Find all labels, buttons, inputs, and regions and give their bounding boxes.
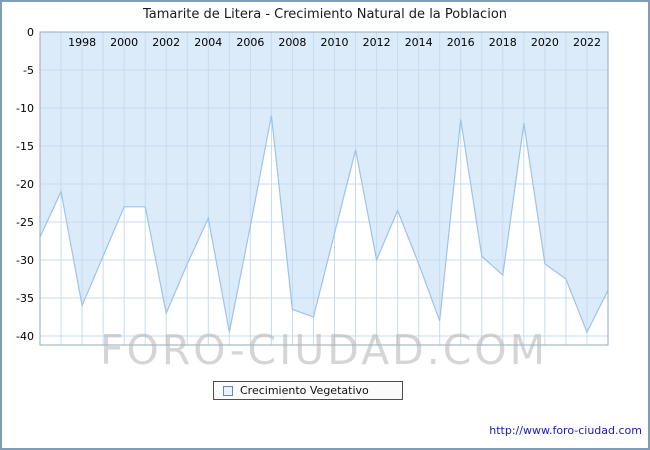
plot-border xyxy=(39,31,609,346)
x-tick-label: 2016 xyxy=(447,36,475,49)
x-tick-label: 2006 xyxy=(236,36,264,49)
chart-title: Tamarite de Litera - Crecimiento Natural… xyxy=(142,7,508,22)
x-tick-label: 2018 xyxy=(489,36,517,49)
x-tick-label: 2014 xyxy=(405,36,433,49)
footer-url[interactable]: http://www.foro-ciudad.com xyxy=(489,424,642,437)
y-tick-label: -40 xyxy=(16,330,34,343)
series-line xyxy=(39,115,609,334)
x-tick-label: 2020 xyxy=(531,36,559,49)
legend-swatch-icon xyxy=(223,385,233,396)
legend-label: Crecimiento Vegetativo xyxy=(240,384,369,397)
x-tick-label: 2012 xyxy=(363,36,391,49)
y-tick-label: -5 xyxy=(23,64,34,77)
x-tick-label: 2022 xyxy=(573,36,601,49)
y-tick-label: 0 xyxy=(27,26,34,39)
x-tick-label: 2008 xyxy=(278,36,306,49)
x-tick-label: 2002 xyxy=(152,36,180,49)
legend: Crecimiento Vegetativo xyxy=(213,381,403,400)
x-tick-label: 1998 xyxy=(68,36,96,49)
x-tick-label: 2010 xyxy=(321,36,349,49)
y-tick-label: -30 xyxy=(16,254,34,267)
y-tick-label: -25 xyxy=(16,216,34,229)
y-tick-label: -20 xyxy=(16,178,34,191)
x-tick-label: 2004 xyxy=(194,36,222,49)
y-tick-label: -15 xyxy=(16,140,34,153)
y-tick-label: -35 xyxy=(16,292,34,305)
y-tick-label: -10 xyxy=(16,102,34,115)
series-area xyxy=(40,32,608,333)
x-tick-label: 2000 xyxy=(110,36,138,49)
